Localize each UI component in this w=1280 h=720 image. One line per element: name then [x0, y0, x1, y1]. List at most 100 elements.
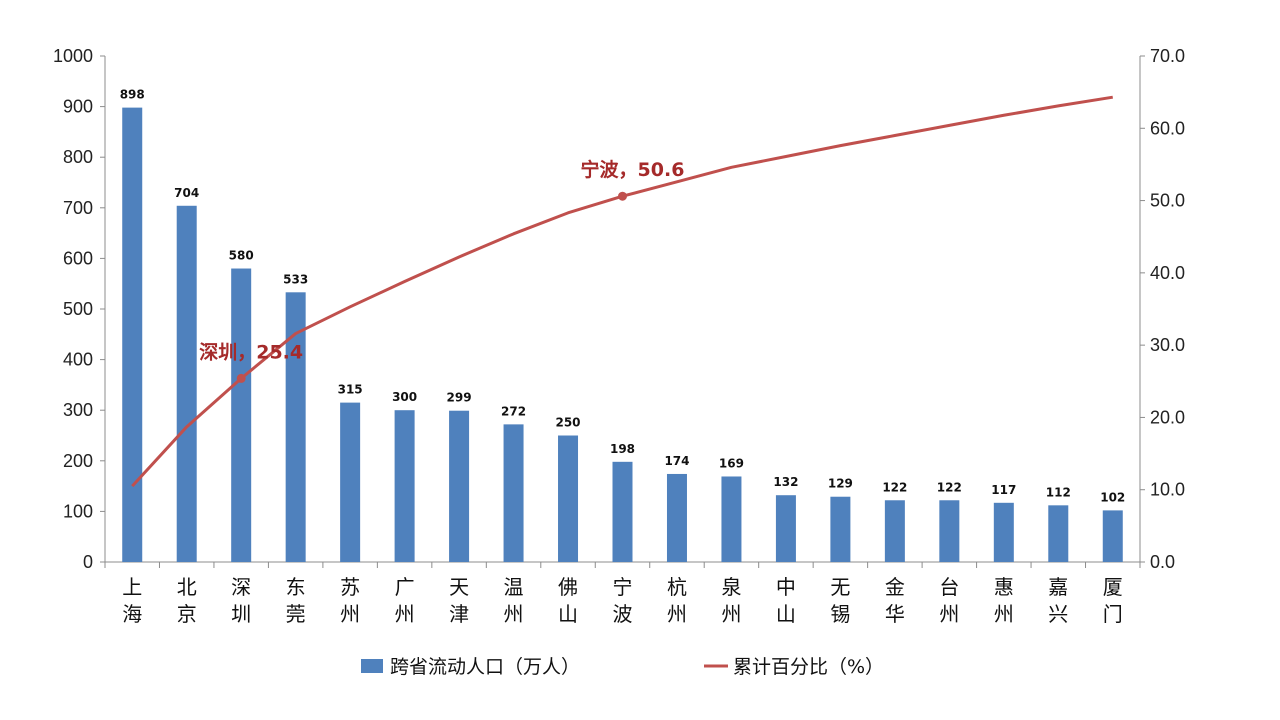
x-tick-label: 州	[395, 602, 415, 626]
x-tick-label: 佛	[558, 575, 578, 599]
left-tick-label: 500	[63, 299, 93, 319]
bar	[394, 410, 415, 562]
x-tick-label: 上	[122, 575, 142, 599]
bar	[558, 435, 579, 562]
left-tick-label: 300	[63, 400, 93, 420]
bar	[993, 502, 1014, 562]
bar	[666, 473, 687, 562]
x-tick-label: 无	[830, 575, 850, 599]
x-tick-label: 惠	[994, 575, 1014, 599]
bar	[612, 461, 633, 562]
right-tick-label: 0.0	[1150, 552, 1175, 572]
annotation-marker	[618, 191, 627, 201]
right-tick-label: 10.0	[1150, 480, 1185, 500]
bar	[176, 205, 197, 562]
x-tick-label: 兴	[1048, 602, 1068, 626]
bar-value-label: 704	[174, 186, 199, 200]
bar	[1048, 505, 1069, 562]
x-tick-label: 深	[231, 575, 251, 599]
bar	[775, 495, 796, 562]
x-tick-label: 州	[721, 602, 741, 626]
left-tick-label: 400	[63, 350, 93, 370]
bar-value-label: 112	[1046, 485, 1071, 499]
bar-value-label: 174	[664, 454, 689, 468]
x-tick-label: 州	[340, 602, 360, 626]
x-tick-label: 津	[449, 602, 469, 626]
bar-value-label: 169	[719, 456, 744, 470]
bar-value-label: 898	[120, 88, 145, 102]
x-tick-label: 温	[504, 575, 524, 599]
x-tick-label: 泉	[721, 575, 741, 599]
bar-value-label: 198	[610, 442, 635, 456]
x-tick-label: 嘉	[1048, 575, 1068, 599]
bar-value-label: 122	[882, 480, 907, 494]
x-tick-label: 莞	[286, 602, 306, 626]
x-tick-label: 宁	[613, 575, 633, 599]
x-tick-label: 圳	[231, 602, 251, 626]
left-tick-label: 200	[63, 451, 93, 471]
left-tick-label: 100	[63, 501, 93, 521]
x-tick-label: 杭	[667, 575, 687, 599]
x-tick-label: 州	[667, 602, 687, 626]
annotation-label: 宁波，50.6	[581, 158, 685, 181]
right-tick-label: 60.0	[1150, 118, 1185, 138]
left-tick-label: 600	[63, 248, 93, 268]
x-tick-label: 华	[885, 602, 905, 626]
bar-value-label: 129	[828, 477, 853, 491]
x-tick-label: 广	[395, 575, 415, 599]
bar-value-label: 580	[229, 249, 254, 263]
x-tick-label: 州	[994, 602, 1014, 626]
bar-series	[122, 107, 1123, 562]
x-tick-label: 州	[504, 602, 524, 626]
x-tick-label: 台	[939, 575, 959, 599]
right-tick-label: 20.0	[1150, 407, 1185, 427]
bar	[721, 476, 742, 562]
bar	[503, 424, 524, 562]
bar	[1102, 510, 1123, 562]
x-tick-label: 东	[286, 575, 306, 599]
left-tick-label: 700	[63, 198, 93, 218]
bar-value-label: 132	[773, 475, 798, 489]
bar-value-label: 250	[555, 416, 580, 430]
left-tick-label: 900	[63, 97, 93, 117]
x-tick-label: 门	[1103, 602, 1123, 626]
left-tick-label: 0	[83, 552, 93, 572]
x-tick-label: 北	[177, 575, 197, 599]
x-tick-label: 锡	[830, 602, 850, 626]
right-tick-label: 50.0	[1150, 191, 1185, 211]
bar-value-label: 122	[937, 480, 962, 494]
x-tick-label: 州	[939, 602, 959, 626]
bar	[231, 268, 252, 562]
bar-value-label: 117	[991, 483, 1016, 497]
right-tick-label: 30.0	[1150, 335, 1185, 355]
annotation-label: 深圳，25.4	[199, 340, 303, 363]
legend-swatch-bar	[361, 659, 383, 673]
x-tick-label: 苏	[340, 575, 360, 599]
bar	[830, 496, 851, 562]
bar-value-label: 299	[447, 391, 472, 405]
x-tick-label: 京	[177, 602, 197, 626]
bar-value-label: 272	[501, 404, 526, 418]
left-tick-label: 1000	[53, 46, 93, 66]
bar	[449, 410, 470, 562]
left-tick-label: 800	[63, 147, 93, 167]
bar	[285, 292, 306, 562]
x-tick-label: 天	[449, 575, 469, 599]
x-tick-label: 山	[558, 602, 578, 626]
line-series	[131, 95, 1113, 488]
legend-label-line: 累计百分比（%）	[733, 656, 884, 678]
annotation-marker	[236, 373, 246, 383]
annotations: 深圳，25.4 宁波，50.6	[199, 158, 684, 383]
bar-value-label: 102	[1100, 490, 1125, 504]
x-tick-label: 厦	[1103, 575, 1123, 599]
axes: 0 100 200 300 400 500 600 700 800 900 1000 0.0 10.0 2…	[53, 46, 1185, 626]
x-tick-label: 中	[776, 575, 796, 599]
cumulative-line	[131, 95, 1113, 488]
bar	[340, 402, 361, 562]
legend-label-bar: 跨省流动人口（万人）	[390, 656, 580, 678]
bar-value-label: 315	[338, 383, 363, 397]
bar	[884, 500, 905, 562]
bar-value-label: 300	[392, 390, 417, 404]
legend: 跨省流动人口（万人） 累计百分比（%）	[361, 656, 884, 678]
